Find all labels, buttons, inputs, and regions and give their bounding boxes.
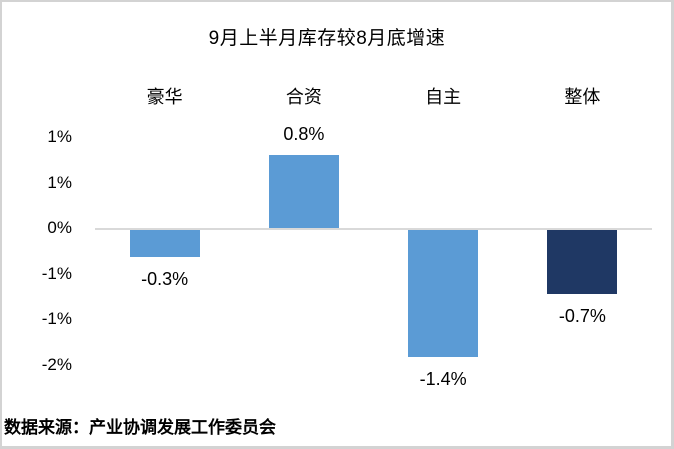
value-label: 0.8%	[283, 124, 325, 145]
bar-合资	[268, 155, 339, 228]
source-note: 数据来源：产业协调发展工作委员会	[4, 418, 276, 437]
value-label: -1.4%	[419, 369, 467, 390]
value-label: -0.7%	[558, 305, 606, 326]
category-label: 合资	[285, 87, 322, 107]
bar-整体	[547, 230, 618, 294]
y-axis-tick-label: 1%	[47, 172, 72, 192]
chart-title: 9月上半月库存较8月底增速	[208, 28, 446, 49]
category-label: 豪华	[146, 87, 183, 107]
y-axis-tick-label: 1%	[47, 127, 72, 146]
y-axis-tick-label: -1%	[41, 263, 72, 283]
y-axis-tick-label: -2%	[41, 354, 72, 374]
zero-axis-line	[95, 228, 652, 230]
value-label: -0.3%	[141, 269, 189, 290]
category-label: 自主	[425, 87, 462, 107]
y-axis-tick-label: -1%	[41, 309, 72, 328]
category-label: 整体	[564, 87, 601, 107]
bar-自主	[408, 230, 479, 358]
bar-豪华	[129, 230, 200, 258]
y-axis-tick-label: 0%	[47, 218, 72, 237]
